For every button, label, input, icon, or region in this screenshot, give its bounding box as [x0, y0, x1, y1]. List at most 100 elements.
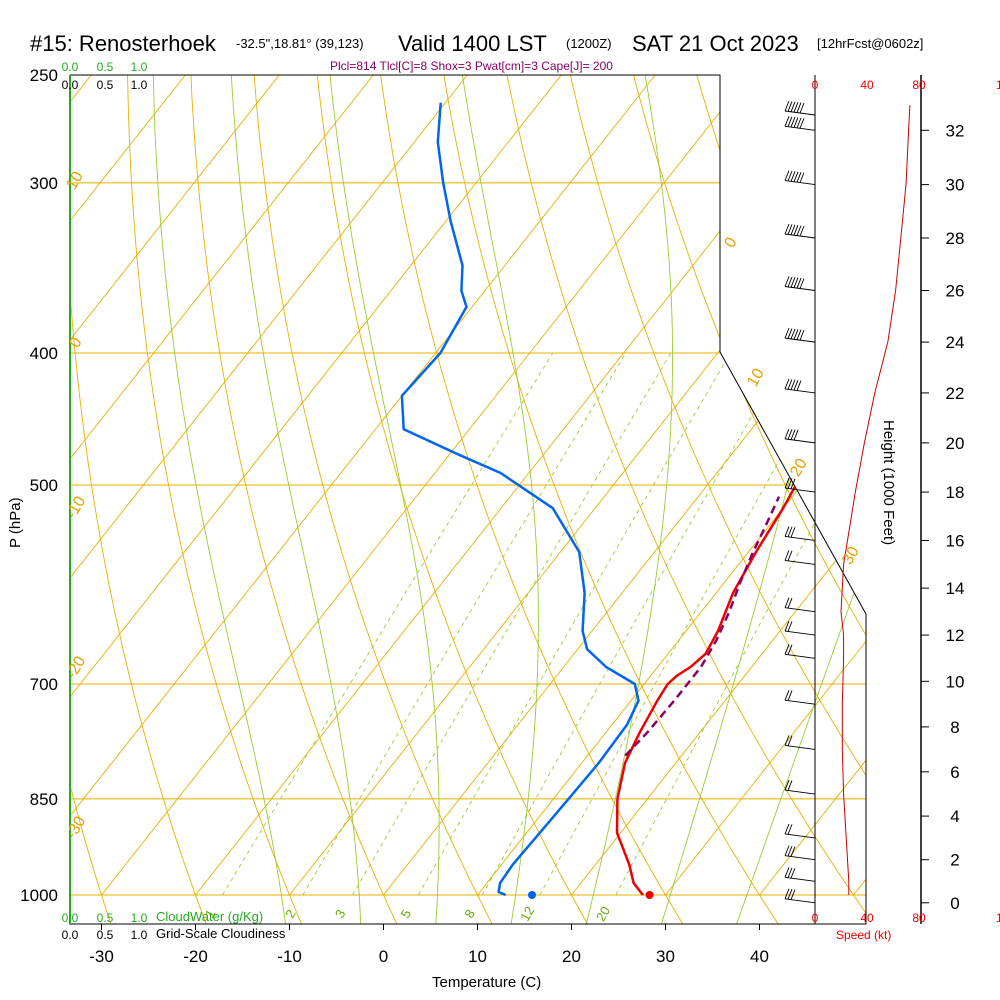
isotherm-label: 20	[787, 456, 811, 480]
parcel-curve	[624, 496, 781, 757]
wind-barb	[784, 630, 816, 636]
wind-barb-feather	[790, 379, 796, 390]
wind-barb-feather	[799, 172, 805, 183]
wind-barb-feather	[796, 172, 802, 183]
wind-barb-feather	[784, 620, 790, 632]
temperature-curve	[615, 102, 856, 896]
wind-barb-feather	[784, 276, 790, 287]
isotherm-label: 10	[744, 366, 768, 390]
wind-barb-feather	[784, 116, 790, 127]
moist-adiabat	[458, 75, 539, 924]
dry-adiabat	[439, 75, 779, 924]
wind-barb	[784, 699, 816, 705]
dry-adiabat	[314, 75, 588, 924]
temperature-tick-label: -10	[277, 947, 302, 966]
dry-adiabat	[814, 75, 866, 924]
speed-tick: 0	[812, 78, 819, 92]
cloud-scale-tick: 0.5	[97, 928, 114, 942]
temperature-tick-label: 0	[379, 947, 388, 966]
isotherm-label: 10	[63, 169, 87, 193]
wind-barb-feather	[799, 225, 805, 237]
height-tick-label: 30	[946, 176, 965, 195]
speed-scales: 0040408080120120	[812, 78, 1000, 925]
dry-adiabat	[501, 75, 866, 924]
dry-adiabat	[70, 75, 112, 924]
cloud-scale-tick: 0.0	[62, 911, 79, 925]
wind-barb	[784, 607, 816, 613]
wind-barb-feather	[796, 277, 802, 289]
mixing-ratio-line	[302, 352, 627, 896]
wind-barb-feather	[787, 690, 793, 701]
wind-barb-feather	[787, 597, 793, 609]
wind-barb-feather	[784, 550, 790, 561]
dry-adiabat	[126, 75, 302, 924]
wind-barb-feather	[796, 102, 802, 113]
dry-adiabat	[70, 75, 207, 924]
pressure-tick-label: 1000	[20, 886, 58, 905]
wind-barb-feather	[793, 171, 799, 182]
isotherm-line	[70, 75, 186, 896]
wind-barb-feather	[790, 867, 796, 879]
speed-tick: 40	[860, 78, 874, 92]
wind-barb-feather	[784, 845, 790, 856]
surface-dewpoint-dot	[528, 891, 537, 899]
wind-barb-feather	[787, 170, 793, 182]
isotherm-line	[101, 75, 750, 896]
wind-barb-feather	[790, 846, 796, 857]
wind-barbs	[784, 100, 816, 904]
wind-barb-feather	[784, 477, 790, 489]
cloud-scale-tick: 1.0	[131, 78, 148, 92]
moist-adiabat	[661, 75, 862, 924]
wind-barb-feather	[793, 429, 799, 441]
height-tick-label: 14	[946, 579, 965, 598]
wind-barb-feather	[787, 429, 793, 440]
wind-barb-feather	[793, 329, 799, 340]
wind-barb	[784, 876, 816, 882]
dry-adiabat	[0, 51, 16, 924]
temperature-tick-label: -30	[89, 947, 114, 966]
height-tick-label: 20	[946, 434, 965, 453]
wind-barb	[784, 559, 816, 565]
valid-zulu: (1200Z)	[566, 36, 612, 51]
wind-barb	[784, 898, 816, 904]
cloud-scale-tick: 0.0	[62, 928, 79, 942]
wind-barb	[784, 536, 816, 541]
wind-barb-feather	[799, 329, 805, 341]
wind-barb-feather	[790, 889, 796, 900]
plot-frame	[69, 74, 867, 925]
mixing-ratio-label: 12	[517, 904, 537, 924]
isotherm-label: -30	[63, 813, 89, 842]
mixing-ratio-labels: 1 2 3 5 8 12 20	[202, 904, 613, 924]
wind-barb-feather	[799, 102, 805, 114]
height-tick-label: 16	[946, 531, 965, 550]
pressure-tick-label: 850	[30, 790, 58, 809]
wind-barb-feather	[784, 428, 790, 440]
wind-barb-feather	[787, 889, 793, 900]
wind-barb	[784, 855, 816, 861]
wind-barb	[784, 487, 816, 493]
temperature-ticks: -30 -20 -10 0 10 20 30 40	[89, 924, 769, 966]
valid-date: SAT 21 Oct 2023	[632, 31, 799, 56]
height-tick-label: 26	[946, 282, 965, 301]
wind-barb-feather	[784, 735, 790, 746]
isotherm-line	[70, 75, 656, 896]
wind-barb-feather	[784, 170, 790, 181]
height-tick-label: 8	[950, 718, 959, 737]
wind-barb-feather	[790, 277, 796, 288]
isotherm-line	[70, 75, 374, 896]
height-tick-label: 32	[946, 121, 965, 140]
dewpoint-curve	[400, 102, 640, 897]
wind-barb-feather	[787, 780, 793, 791]
height-tick-label: 0	[950, 894, 959, 913]
pressure-tick-label: 400	[30, 344, 58, 363]
wind-barb-feather	[796, 117, 802, 129]
height-tick-label: 10	[946, 672, 965, 691]
height-tick-label: 12	[946, 626, 965, 645]
wind-barb-feather	[787, 526, 793, 538]
wind-barb-feather	[787, 379, 793, 390]
wind-barb-feather	[784, 526, 790, 537]
isotherm-line	[383, 75, 866, 896]
isotherm-label: 0	[722, 235, 741, 251]
height-tick-label: 4	[950, 807, 959, 826]
